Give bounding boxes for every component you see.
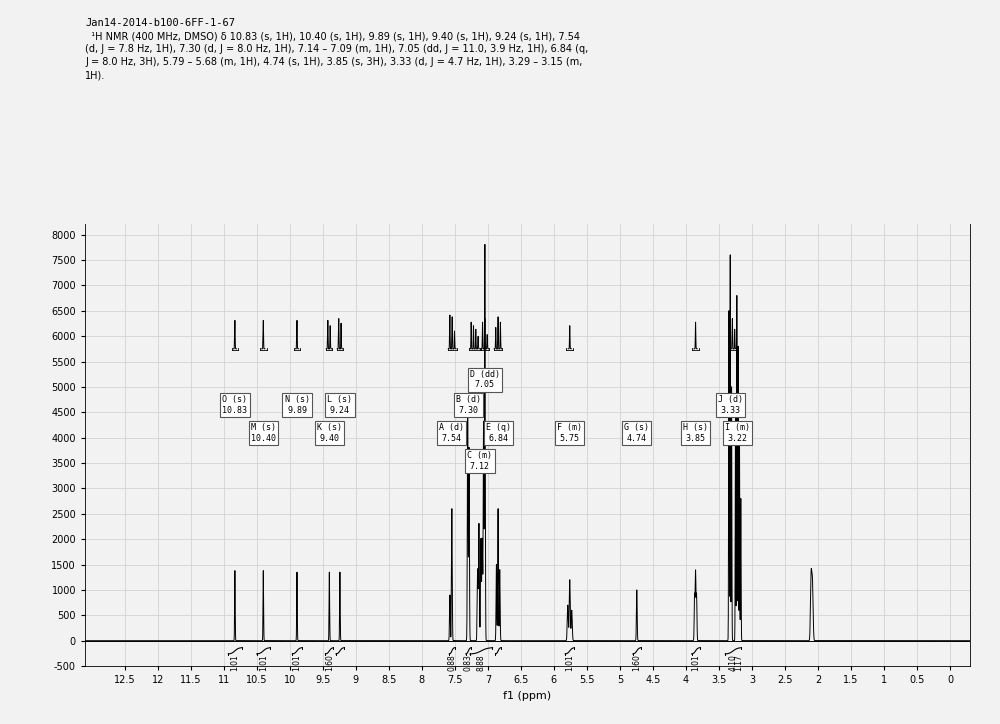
Text: A (d)
7.54: A (d) 7.54 <box>439 424 464 442</box>
Text: Jan14-2014-b100-6FF-1-67: Jan14-2014-b100-6FF-1-67 <box>85 18 235 28</box>
Text: 0.88: 0.88 <box>447 654 456 671</box>
Text: C (m)
7.12: C (m) 7.12 <box>467 451 492 471</box>
Text: 1.01: 1.01 <box>691 654 700 671</box>
Text: 4.10: 4.10 <box>729 654 738 671</box>
Text: 1.60: 1.60 <box>325 654 334 671</box>
Text: D (dd)
7.05: D (dd) 7.05 <box>470 370 500 390</box>
Text: K (s)
9.40: K (s) 9.40 <box>317 424 342 442</box>
Text: F (m)
5.75: F (m) 5.75 <box>557 424 582 442</box>
Text: 1.01: 1.01 <box>293 654 302 671</box>
Text: G (s)
4.74: G (s) 4.74 <box>624 424 649 442</box>
Text: 8.88: 8.88 <box>477 654 486 671</box>
X-axis label: f1 (ppm): f1 (ppm) <box>503 691 552 701</box>
Text: 1.01: 1.01 <box>565 654 574 671</box>
Text: ¹H NMR (400 MHz, DMSO) δ 10.83 (s, 1H), 10.40 (s, 1H), 9.89 (s, 1H), 9.40 (s, 1H: ¹H NMR (400 MHz, DMSO) δ 10.83 (s, 1H), … <box>85 31 580 41</box>
Text: J = 8.0 Hz, 3H), 5.79 – 5.68 (m, 1H), 4.74 (s, 1H), 3.85 (s, 3H), 3.33 (d, J = 4: J = 8.0 Hz, 3H), 5.79 – 5.68 (m, 1H), 4.… <box>85 57 582 67</box>
Text: 1.01: 1.01 <box>259 654 268 671</box>
Text: 1H).: 1H). <box>85 70 105 80</box>
Text: E (q)
6.84: E (q) 6.84 <box>486 424 511 442</box>
Text: H (s)
3.85: H (s) 3.85 <box>683 424 708 442</box>
Text: 1.17: 1.17 <box>734 654 743 671</box>
Text: 0.83: 0.83 <box>464 654 473 671</box>
Text: 1.60: 1.60 <box>632 654 641 671</box>
Text: I (m)
3.22: I (m) 3.22 <box>725 424 750 442</box>
Text: (d, J = 7.8 Hz, 1H), 7.30 (d, J = 8.0 Hz, 1H), 7.14 – 7.09 (m, 1H), 7.05 (dd, J : (d, J = 7.8 Hz, 1H), 7.30 (d, J = 8.0 Hz… <box>85 44 588 54</box>
Text: M (s)
10.40: M (s) 10.40 <box>251 424 276 442</box>
Text: L (s)
9.24: L (s) 9.24 <box>327 395 352 415</box>
Text: N (s)
9.89: N (s) 9.89 <box>285 395 310 415</box>
Text: B (d)
7.30: B (d) 7.30 <box>456 395 481 415</box>
Text: 1.01: 1.01 <box>230 654 239 671</box>
Text: J (d)
3.33: J (d) 3.33 <box>718 395 743 415</box>
Text: O (s)
10.83: O (s) 10.83 <box>222 395 247 415</box>
